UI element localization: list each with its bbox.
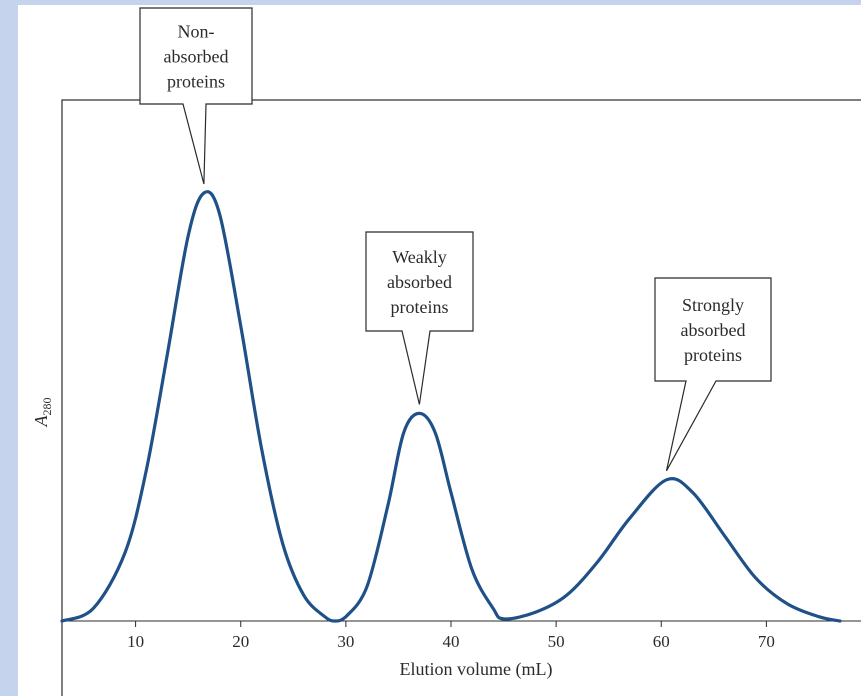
callout-box: [365, 231, 474, 405]
callout-text-line: Strongly: [682, 295, 744, 315]
callout-1: Non-absorbed proteins: [139, 7, 253, 185]
x-tick-label: 60: [653, 632, 670, 651]
y-axis-title: A280: [31, 398, 54, 428]
x-axis-title: Elution volume (mL): [400, 659, 553, 680]
x-ticks: 10 20 30 40 50 60 70: [127, 621, 775, 651]
callout-text-line: Non-: [178, 22, 215, 42]
callout-box: [139, 7, 253, 185]
callout-text-line: absorbed: [164, 47, 229, 67]
top-background-band: [0, 0, 861, 5]
callout-text-line: proteins: [167, 72, 225, 92]
callout-3: Strongly absorbed proteins: [654, 277, 772, 472]
callout-text-line: proteins: [391, 297, 449, 317]
x-tick-label: 40: [442, 632, 459, 651]
callout-2: Weakly absorbed proteins: [365, 231, 474, 405]
x-tick-label: 50: [548, 632, 565, 651]
y-axis-title-main: A: [31, 415, 51, 428]
left-background-band: [0, 0, 18, 696]
plot-frame: [61, 99, 861, 696]
x-tick-label: 10: [127, 632, 144, 651]
x-tick-label: 30: [337, 632, 354, 651]
callout-text-line: absorbed: [387, 272, 452, 292]
absorbance-curve: [60, 190, 842, 623]
x-tick-label: 70: [758, 632, 775, 651]
callout-box: [654, 277, 772, 472]
callout-text-line: proteins: [684, 345, 742, 365]
callout-text-line: absorbed: [681, 320, 746, 340]
x-tick-label: 20: [232, 632, 249, 651]
y-axis-title-subscript: 280: [40, 398, 54, 416]
callout-text-line: Weakly: [392, 247, 447, 267]
callouts: Non-absorbed proteins Weakly absorbed protei…: [139, 7, 772, 472]
